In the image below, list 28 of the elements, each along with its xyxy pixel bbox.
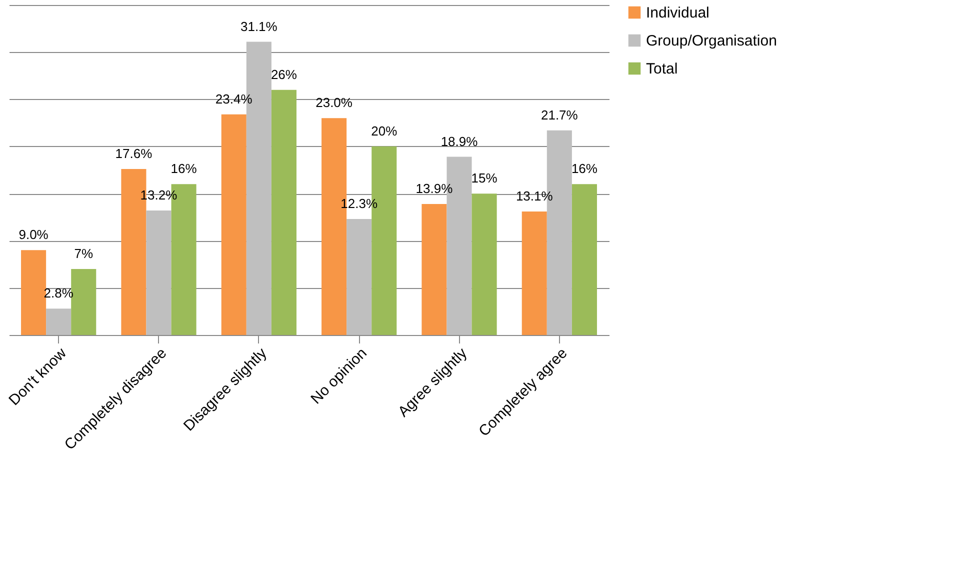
bar [572, 184, 597, 335]
data-label: 21.7% [540, 107, 578, 122]
data-label: 18.9% [440, 134, 478, 149]
data-label: 20% [371, 123, 398, 138]
data-label: 13.1% [516, 188, 554, 204]
bar [46, 308, 72, 335]
data-label: 17.6% [115, 146, 153, 162]
bar [271, 90, 296, 335]
legend-label: Total [646, 60, 678, 78]
bar [146, 210, 172, 335]
data-label: 15% [471, 170, 498, 186]
data-label: 23.0% [316, 95, 353, 110]
bar [221, 114, 246, 335]
data-label: 16% [170, 161, 198, 176]
bar [346, 219, 372, 335]
data-label: 26% [270, 66, 298, 82]
data-label: 31.1% [240, 18, 278, 34]
bar [422, 204, 447, 335]
bar [472, 194, 497, 335]
data-label: 23.4% [215, 91, 253, 106]
legend-label: Individual [646, 4, 710, 22]
data-label: 7% [74, 246, 94, 261]
data-label: 9.0% [18, 227, 49, 242]
data-label: 13.9% [416, 180, 454, 196]
bar [522, 211, 547, 335]
legend-label: Group/Organisation [646, 32, 777, 50]
data-label: 16% [571, 161, 598, 176]
bar [71, 269, 96, 335]
